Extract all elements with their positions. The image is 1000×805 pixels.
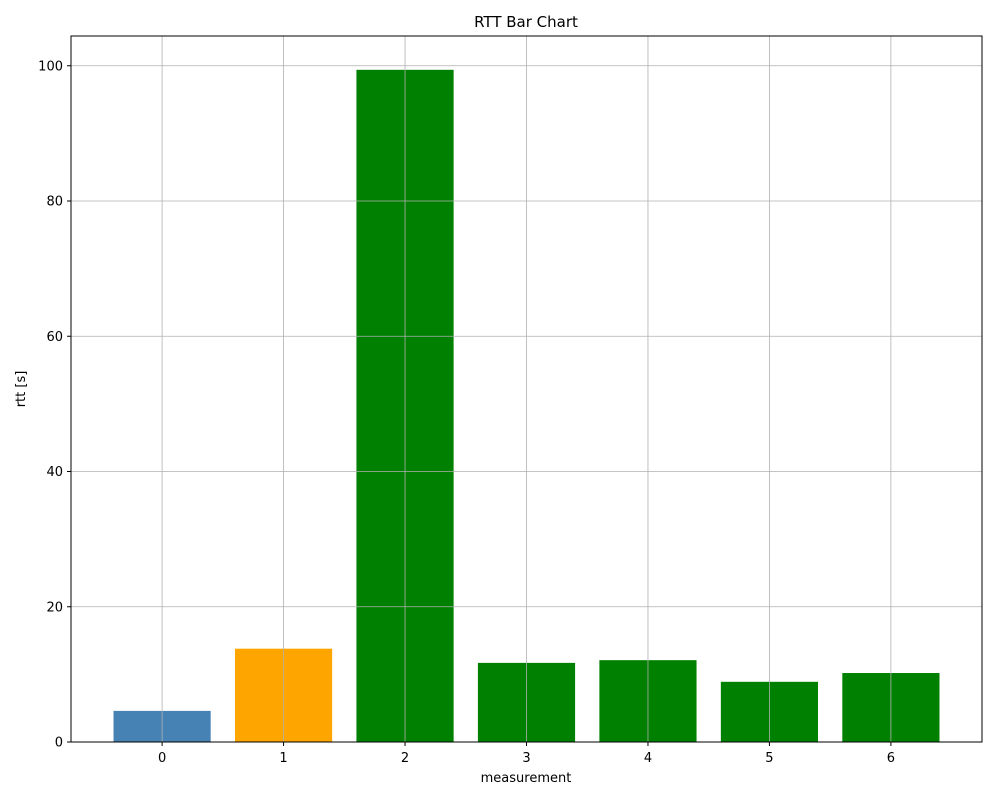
x-tick-label-4: 4	[644, 751, 652, 766]
x-axis-label: measurement	[481, 771, 572, 786]
y-tick-label-40: 40	[46, 465, 63, 480]
x-tick-label-6: 6	[887, 751, 895, 766]
y-tick-label-100: 100	[38, 59, 63, 74]
x-tick-label-0: 0	[158, 751, 166, 766]
x-tick-label-3: 3	[522, 751, 530, 766]
x-tick-label-5: 5	[765, 751, 773, 766]
y-axis-ticks: 0 20 40 60 80 100	[38, 59, 71, 751]
chart-title: RTT Bar Chart	[474, 13, 578, 31]
x-tick-label-2: 2	[401, 751, 409, 766]
x-axis-ticks: 0 1 2 3 4 5 6	[158, 742, 895, 766]
y-tick-label-0: 0	[55, 736, 63, 751]
y-tick-label-20: 20	[46, 600, 63, 615]
y-tick-label-80: 80	[46, 195, 63, 210]
y-tick-label-60: 60	[46, 330, 63, 345]
x-tick-label-1: 1	[279, 751, 287, 766]
gridlines	[71, 36, 982, 743]
y-axis-label: rtt [s]	[14, 371, 29, 408]
